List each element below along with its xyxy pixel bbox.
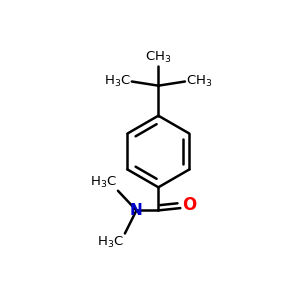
Text: H$_3$C: H$_3$C bbox=[103, 74, 130, 89]
Text: O: O bbox=[182, 196, 196, 214]
Text: CH$_3$: CH$_3$ bbox=[186, 74, 213, 89]
Text: CH$_3$: CH$_3$ bbox=[145, 50, 172, 65]
Text: H$_3$C: H$_3$C bbox=[90, 175, 117, 190]
Text: H$_3$C: H$_3$C bbox=[97, 235, 124, 250]
Text: N: N bbox=[130, 203, 143, 218]
